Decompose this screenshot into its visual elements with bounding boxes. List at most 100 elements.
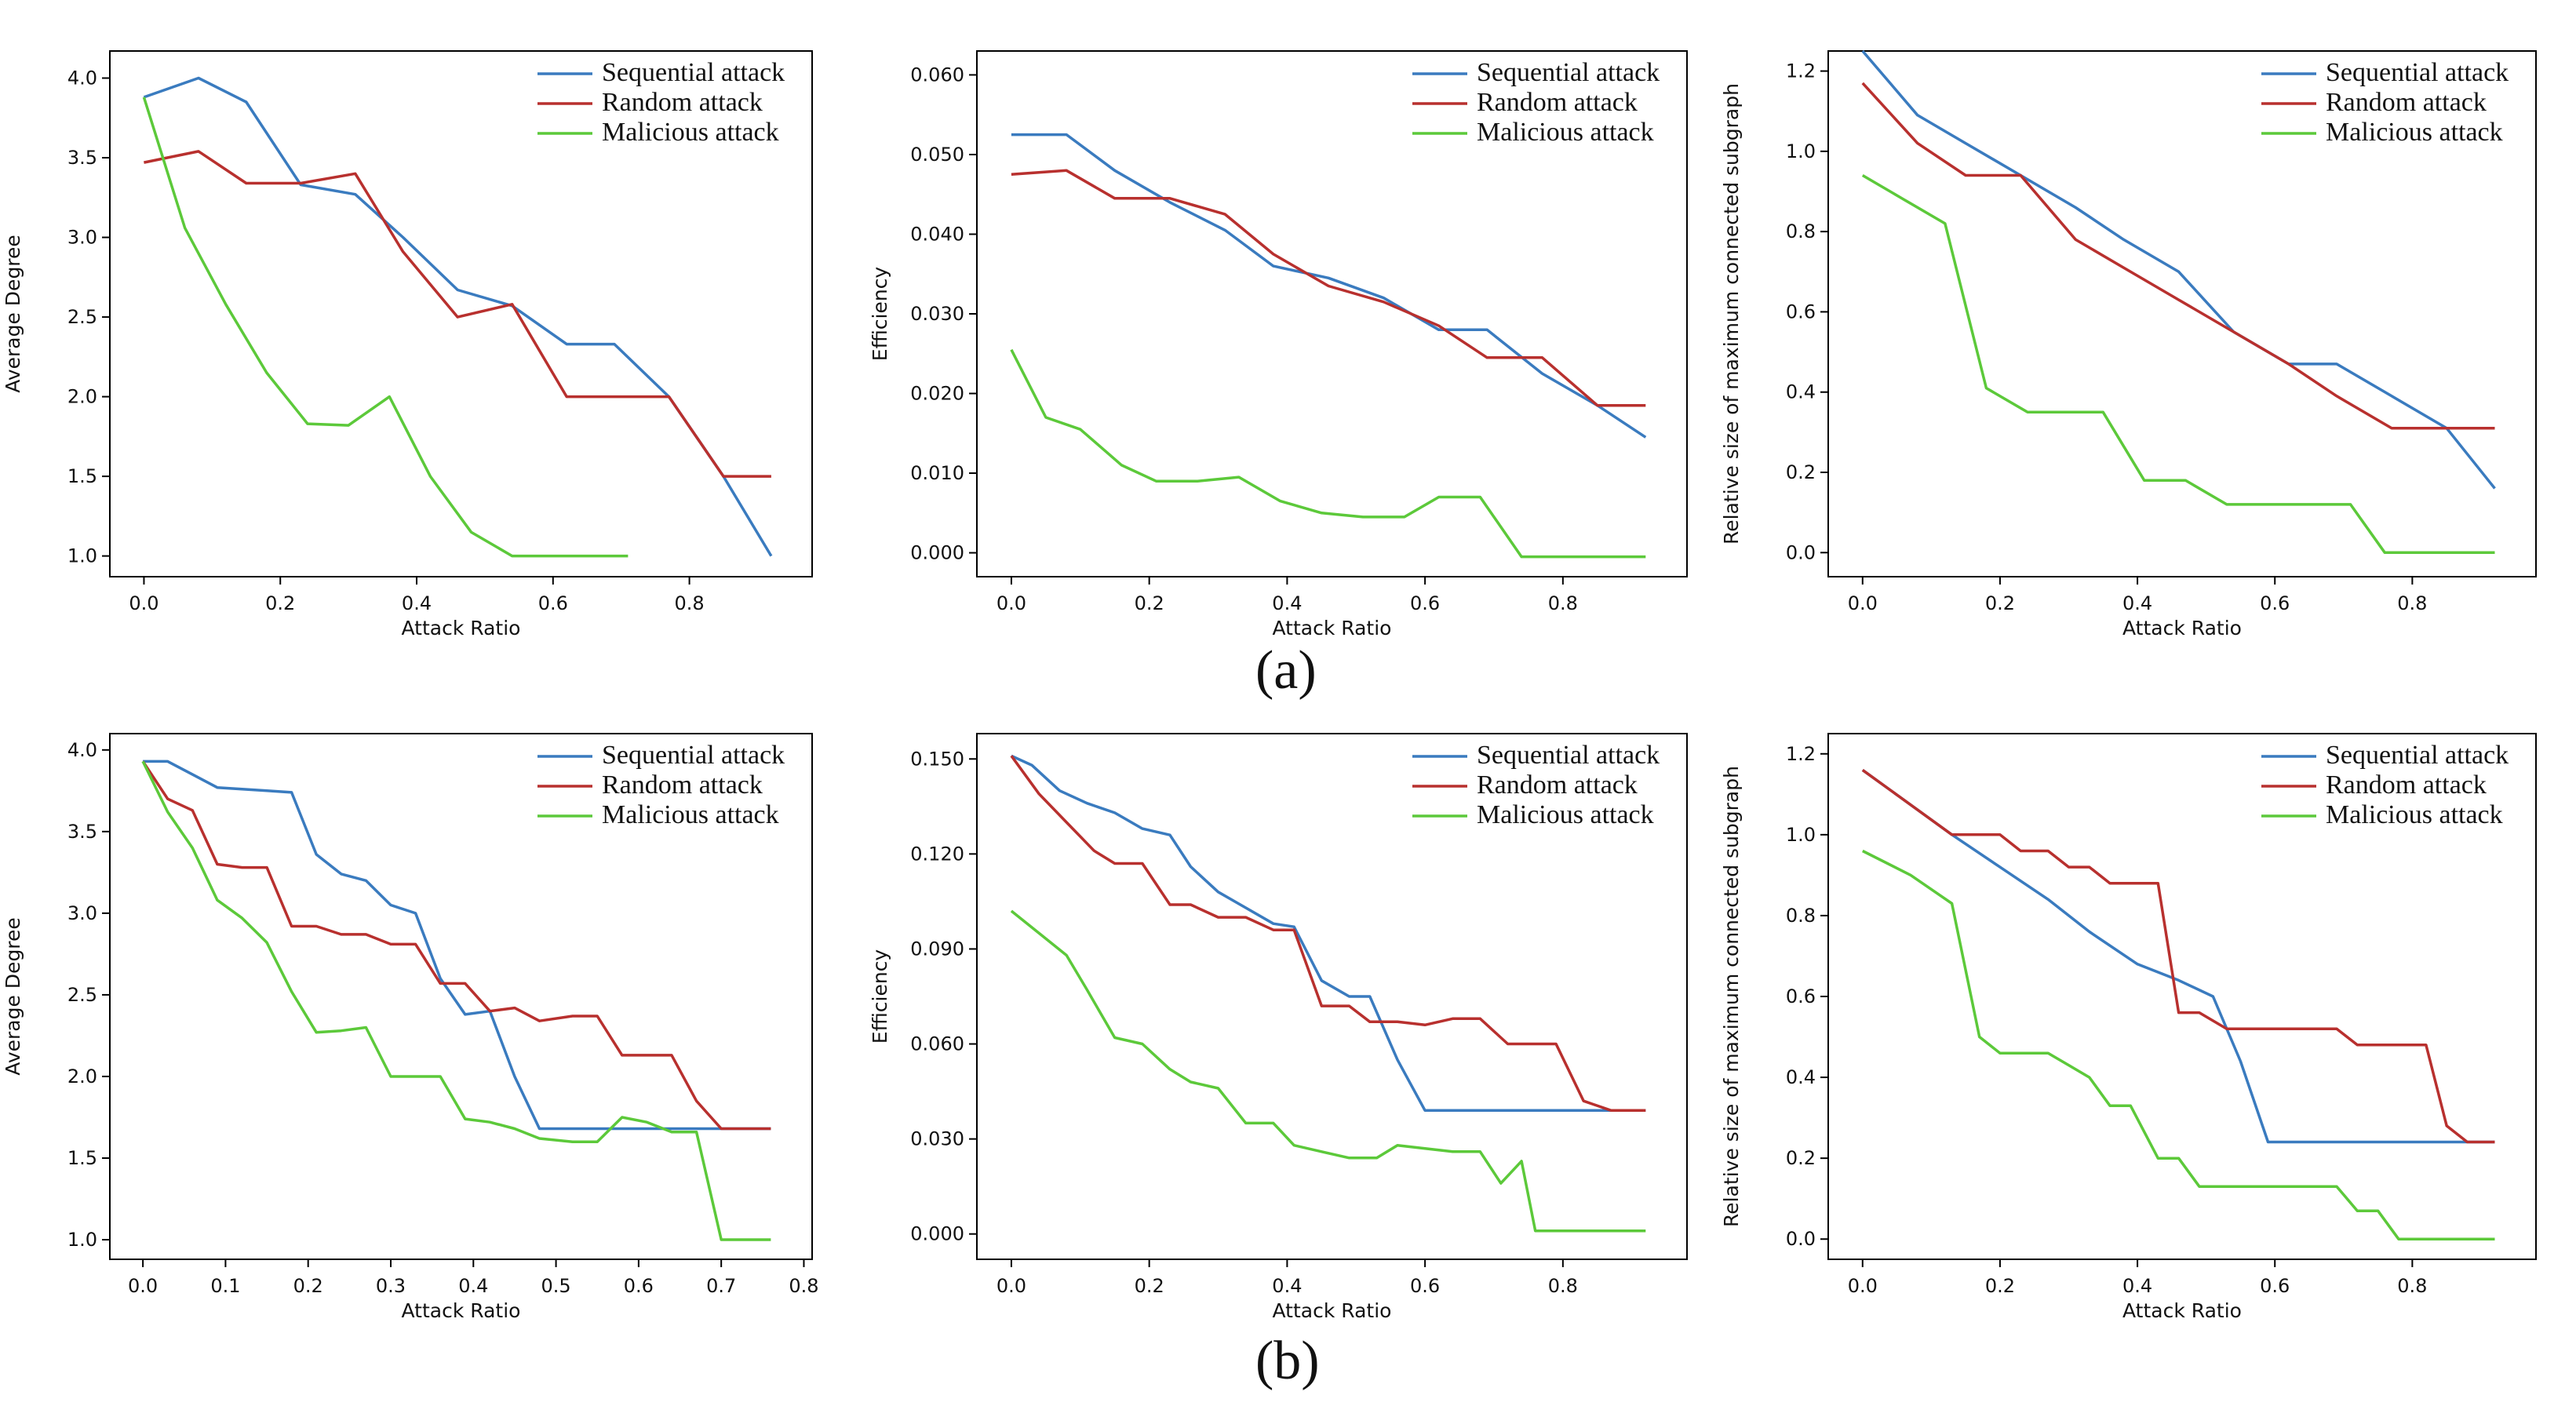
x-tick-label: 0.3 xyxy=(376,1275,406,1297)
x-tick-label: 0.6 xyxy=(2260,592,2290,614)
y-tick-label: 0.2 xyxy=(1786,1147,1816,1169)
y-tick-label: 2.0 xyxy=(67,386,97,408)
legend-label-sequential: Sequential attack xyxy=(2326,741,2509,770)
x-tick-label: 0.8 xyxy=(1548,592,1578,614)
x-tick-label: 0.6 xyxy=(624,1275,654,1297)
y-tick-label: 0.030 xyxy=(910,303,964,325)
y-tick-label: 0.020 xyxy=(910,383,964,405)
x-axis-label: Attack Ratio xyxy=(1273,1299,1392,1322)
y-axis-label: Average Degree xyxy=(2,235,24,393)
series-line-sequential xyxy=(1011,754,1646,1113)
x-axis-label: Attack Ratio xyxy=(402,617,521,639)
y-tick-label: 1.0 xyxy=(1786,824,1816,846)
x-tick-label: 0.4 xyxy=(458,1275,488,1297)
chart-3: 0.0 0.2 0.4 0.6 0.8 0.0 0.2 0.4 0.6 0.8 1.0 1.2 Atta… xyxy=(1720,49,2537,639)
legend-label-random: Random attack xyxy=(602,770,763,800)
series-line-sequential xyxy=(1861,768,2495,1144)
plot-frame xyxy=(1827,50,2537,577)
x-tick-label: 0.1 xyxy=(210,1275,240,1297)
y-tick-label: 3.5 xyxy=(67,821,97,843)
x-tick-label: 0.2 xyxy=(1985,1275,2015,1297)
y-tick-label: 4.0 xyxy=(67,67,97,89)
legend-label-random: Random attack xyxy=(602,88,763,117)
y-tick-label: 2.5 xyxy=(67,984,97,1006)
x-axis-label: Attack Ratio xyxy=(2122,617,2242,639)
legend-label-malicious: Malicious attack xyxy=(2326,118,2503,147)
y-tick-label: 0.4 xyxy=(1786,381,1816,403)
x-tick-label: 0.4 xyxy=(2122,592,2152,614)
legend-label-malicious: Malicious attack xyxy=(602,118,779,147)
chart-4: 0.0 0.1 0.2 0.3 0.4 0.5 0.6 0.7 0.8 1.0 1.5 2.0 2.5 3… xyxy=(2,733,819,1322)
y-tick-label: 0.8 xyxy=(1786,220,1816,242)
x-tick-label: 0.4 xyxy=(402,592,432,614)
y-tick-label: 0.040 xyxy=(910,223,964,245)
series-line-random xyxy=(141,760,771,1131)
y-tick-label: 3.5 xyxy=(67,147,97,169)
y-tick-label: 2.5 xyxy=(67,306,97,328)
series-line-malicious xyxy=(141,760,771,1241)
x-tick-label: 0.8 xyxy=(1548,1275,1578,1297)
y-tick-label: 0.6 xyxy=(1786,301,1816,322)
legend-label-sequential: Sequential attack xyxy=(1477,58,1660,87)
x-tick-label: 0.4 xyxy=(2122,1275,2152,1297)
plot-frame xyxy=(109,50,813,577)
x-tick-label: 0.8 xyxy=(675,592,705,614)
y-tick-label: 3.0 xyxy=(67,902,97,924)
legend-label-sequential: Sequential attack xyxy=(602,741,785,770)
y-axis-label: Average Degree xyxy=(2,917,24,1076)
legend-label-random: Random attack xyxy=(2326,88,2487,117)
legend-label-sequential: Sequential attack xyxy=(1477,741,1660,770)
x-axis-label: Attack Ratio xyxy=(402,1299,521,1322)
x-tick-label: 0.8 xyxy=(2397,592,2427,614)
y-tick-label: 0.000 xyxy=(910,542,964,564)
plot-frame xyxy=(109,733,813,1260)
x-tick-label: 0.6 xyxy=(2260,1275,2290,1297)
y-tick-label: 0.8 xyxy=(1786,905,1816,927)
x-tick-label: 0.0 xyxy=(997,1275,1026,1297)
x-tick-label: 0.2 xyxy=(293,1275,323,1297)
legend-label-sequential: Sequential attack xyxy=(602,58,785,87)
y-tick-label: 0.6 xyxy=(1786,985,1816,1007)
series-line-sequential xyxy=(1861,49,2496,490)
series-line-random xyxy=(1010,755,1646,1113)
series-line-random xyxy=(1011,169,1646,407)
x-axis-label: Attack Ratio xyxy=(2122,1299,2242,1322)
chart-1: 0.0 0.2 0.4 0.6 0.8 1.0 1.5 2.0 2.5 3.0 3.5 4.0 Atta… xyxy=(2,50,813,639)
x-tick-label: 0.2 xyxy=(1135,592,1164,614)
x-tick-label: 0.0 xyxy=(997,592,1026,614)
chart-2: 0.0 0.2 0.4 0.6 0.8 0.000 0.010 0.020 0.030 0.040… xyxy=(869,50,1688,639)
x-tick-label: 0.6 xyxy=(1410,1275,1440,1297)
y-tick-label: 3.0 xyxy=(67,227,97,249)
x-tick-label: 0.2 xyxy=(265,592,295,614)
x-tick-label: 0.0 xyxy=(1848,592,1878,614)
series-line-malicious xyxy=(1861,173,2495,555)
y-tick-label: 0.060 xyxy=(910,1033,964,1055)
y-tick-label: 0.120 xyxy=(910,843,964,865)
x-tick-label: 0.8 xyxy=(789,1275,818,1297)
y-tick-label: 0.060 xyxy=(910,64,964,86)
x-tick-label: 0.2 xyxy=(1985,592,2015,614)
x-tick-label: 0.5 xyxy=(541,1275,571,1297)
y-tick-label: 0.0 xyxy=(1786,1228,1816,1250)
y-tick-label: 1.5 xyxy=(67,465,97,487)
chart-6: 0.0 0.2 0.4 0.6 0.8 0.0 0.2 0.4 0.6 0.8 1.0 1.2 Atta… xyxy=(1720,733,2537,1322)
y-tick-label: 0.010 xyxy=(910,462,964,484)
y-tick-label: 1.0 xyxy=(1786,140,1816,162)
series-line-random xyxy=(144,150,771,478)
series-line-sequential xyxy=(1011,133,1647,439)
plot-frame xyxy=(976,733,1688,1260)
y-tick-label: 0.000 xyxy=(910,1223,964,1245)
x-axis-label: Attack Ratio xyxy=(1273,617,1392,639)
y-axis-label: Relative size of maximum connected subgr… xyxy=(1720,83,1743,545)
y-tick-label: 0.150 xyxy=(910,748,964,770)
y-axis-label: Relative size of maximum connected subgr… xyxy=(1720,766,1743,1227)
y-tick-label: 1.2 xyxy=(1786,743,1816,765)
y-tick-label: 0.030 xyxy=(910,1128,964,1150)
x-tick-label: 0.0 xyxy=(1848,1275,1878,1297)
y-tick-label: 4.0 xyxy=(67,739,97,761)
